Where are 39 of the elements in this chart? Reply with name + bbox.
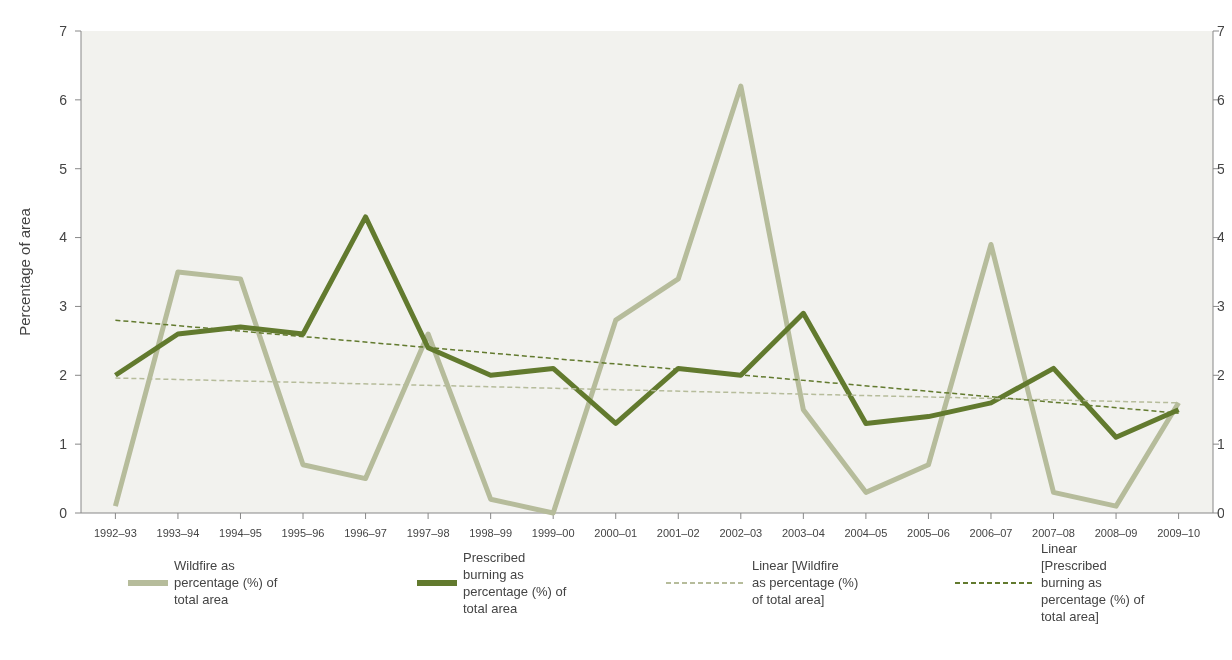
x-tick-label: 1996–97 (344, 527, 387, 539)
y-tick-label: 3 (59, 298, 68, 315)
y2-tick-label: 7 (1217, 22, 1225, 39)
y2-tick-label: 3 (1217, 298, 1225, 315)
x-tick-label: 2009–10 (1157, 527, 1201, 539)
y2-tick-label: 0 (1217, 504, 1225, 521)
x-tick-label: 2000–01 (594, 527, 638, 539)
x-tick-label: 1992–93 (93, 527, 137, 539)
y2-tick-label: 6 (1217, 91, 1225, 108)
x-tick-label: 2006–07 (969, 527, 1013, 539)
x-tick-label: 1998–99 (469, 527, 513, 539)
x-tick-label: 2002–03 (719, 527, 763, 539)
y-tick-label: 4 (59, 229, 68, 246)
x-tick-label: 2008–09 (1094, 527, 1138, 539)
y-tick-label: 5 (59, 160, 68, 177)
x-tick-label: 1997–98 (406, 527, 450, 539)
y-tick-label: 2 (59, 367, 68, 384)
y-tick-label: 0 (59, 504, 68, 521)
y2-tick-label: 2 (1217, 367, 1225, 384)
x-tick-label: 1994–95 (219, 527, 262, 539)
y-tick-label: 1 (59, 436, 68, 453)
legend-label: Wildfire as percentage (%) of total area (174, 558, 278, 607)
x-tick-label: 2004–05 (844, 527, 888, 539)
y-tick-label: 7 (59, 22, 68, 39)
legend-label: Linear [Wildfire as percentage (%) of total area] (752, 558, 859, 607)
y-axis-title: Percentage of area (16, 207, 33, 336)
x-tick-label: 1999–00 (531, 527, 575, 539)
legend-label: Prescribed burning as percentage (%) of total area (463, 549, 567, 616)
y2-tick-label: 4 (1217, 229, 1225, 246)
x-tick-label: 1995–96 (281, 527, 325, 539)
x-tick-label: 2003–04 (781, 527, 825, 539)
legend-label: Linear [Prescribed burning as percentage (%) of total area] (1041, 541, 1145, 624)
x-tick-label: 1993–94 (156, 527, 200, 539)
x-tick-label: 2007–08 (1032, 527, 1075, 539)
x-tick-label: 2005–06 (907, 527, 950, 539)
y-tick-label: 6 (59, 91, 68, 108)
y2-tick-label: 5 (1217, 160, 1225, 177)
x-tick-label: 2001–02 (656, 527, 700, 539)
y2-tick-label: 1 (1217, 436, 1225, 453)
